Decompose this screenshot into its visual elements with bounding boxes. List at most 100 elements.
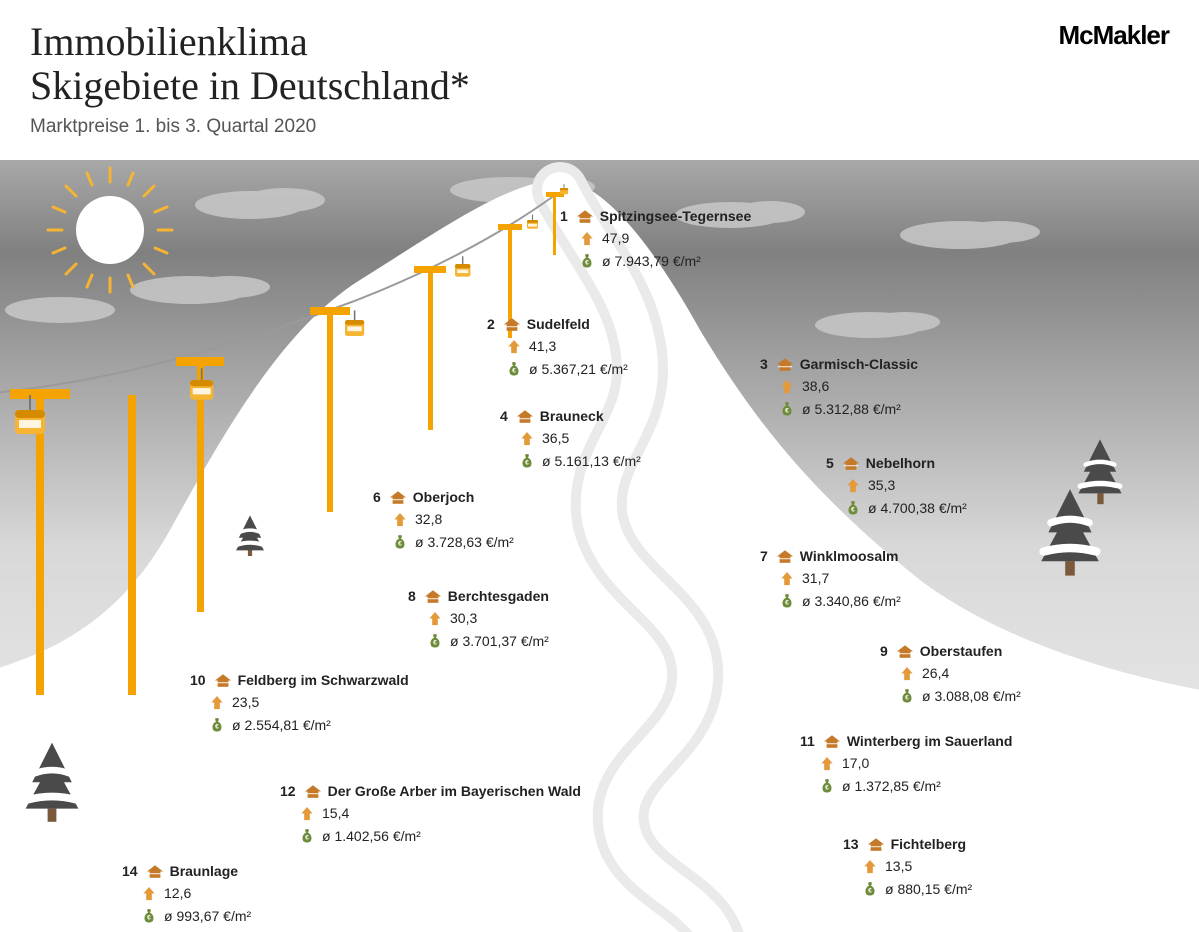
- ski-area-entry: 3 Garmisch-Classic 38,6 € ø 5.312,88 €/m…: [760, 353, 918, 420]
- house-icon: [896, 644, 914, 659]
- entry-name: Braunlage: [170, 860, 238, 882]
- entry-score: 13,5: [885, 855, 912, 877]
- entry-name: Fichtelberg: [891, 833, 966, 855]
- entry-score: 41,3: [529, 335, 556, 357]
- entry-score: 32,8: [415, 508, 442, 530]
- house-icon: [867, 837, 885, 852]
- entry-price: ø 3.088,08 €/m²: [922, 685, 1021, 707]
- entry-price: ø 3.340,86 €/m²: [802, 590, 901, 612]
- svg-text:€: €: [512, 368, 516, 375]
- entry-name: Winklmoosalm: [800, 545, 899, 567]
- entry-price: ø 1.372,85 €/m²: [842, 775, 941, 797]
- house-icon: [389, 490, 407, 505]
- money-bag-icon: €: [426, 633, 444, 648]
- page-title-line2: Skigebiete in Deutschland*: [30, 64, 470, 108]
- entry-price: ø 5.367,21 €/m²: [529, 358, 628, 380]
- entry-name: Der Große Arber im Bayerischen Wald: [328, 780, 581, 802]
- ski-area-entry: 4 Brauneck 36,5 € ø 5.161,13 €/m²: [500, 405, 641, 472]
- score-arrow-icon: [426, 611, 444, 626]
- score-arrow-icon: [505, 339, 523, 354]
- entry-rank: 1: [560, 205, 568, 227]
- money-bag-icon: €: [861, 881, 879, 896]
- money-bag-icon: €: [208, 717, 226, 732]
- entry-score: 17,0: [842, 752, 869, 774]
- infographic-canvas: 1 Spitzingsee-Tegernsee 47,9 € ø 7.943,7…: [0, 160, 1199, 932]
- entry-rank: 14: [122, 860, 138, 882]
- score-arrow-icon: [298, 806, 316, 821]
- entry-name: Feldberg im Schwarzwald: [238, 669, 409, 691]
- house-icon: [842, 456, 860, 471]
- house-icon: [424, 589, 442, 604]
- score-arrow-icon: [844, 478, 862, 493]
- money-bag-icon: €: [818, 778, 836, 793]
- score-arrow-icon: [818, 756, 836, 771]
- house-icon: [503, 317, 521, 332]
- entry-name: Oberjoch: [413, 486, 474, 508]
- score-arrow-icon: [778, 571, 796, 586]
- house-icon: [516, 409, 534, 424]
- svg-text:€: €: [433, 640, 437, 647]
- entry-name: Spitzingsee-Tegernsee: [600, 205, 751, 227]
- svg-text:€: €: [785, 408, 789, 415]
- entry-name: Oberstaufen: [920, 640, 1002, 662]
- score-arrow-icon: [140, 886, 158, 901]
- score-arrow-icon: [778, 379, 796, 394]
- house-icon: [823, 734, 841, 749]
- entry-score: 23,5: [232, 691, 259, 713]
- ski-area-entry: 12 Der Große Arber im Bayerischen Wald 1…: [280, 780, 581, 847]
- ski-area-entry: 9 Oberstaufen 26,4 € ø 3.088,08 €/m²: [880, 640, 1021, 707]
- entry-score: 15,4: [322, 802, 349, 824]
- entry-price: ø 5.312,88 €/m²: [802, 398, 901, 420]
- ski-area-entry: 5 Nebelhorn 35,3 € ø 4.700,38 €/m²: [826, 452, 967, 519]
- score-arrow-icon: [518, 431, 536, 446]
- entry-rank: 13: [843, 833, 859, 855]
- entry-rank: 11: [800, 730, 815, 752]
- entry-score: 30,3: [450, 607, 477, 629]
- house-icon: [214, 673, 232, 688]
- ski-area-entry: 2 Sudelfeld 41,3 € ø 5.367,21 €/m²: [487, 313, 628, 380]
- ski-area-entry: 13 Fichtelberg 13,5 € ø 880,15 €/m²: [843, 833, 972, 900]
- house-icon: [776, 549, 794, 564]
- svg-text:€: €: [851, 507, 855, 514]
- money-bag-icon: €: [898, 688, 916, 703]
- entry-score: 36,5: [542, 427, 569, 449]
- entry-name: Brauneck: [540, 405, 604, 427]
- entry-price: ø 5.161,13 €/m²: [542, 450, 641, 472]
- score-arrow-icon: [208, 695, 226, 710]
- money-bag-icon: €: [298, 828, 316, 843]
- entry-rank: 6: [373, 486, 381, 508]
- svg-text:€: €: [305, 835, 309, 842]
- money-bag-icon: €: [505, 361, 523, 376]
- entry-score: 35,3: [868, 474, 895, 496]
- entry-rank: 5: [826, 452, 834, 474]
- house-icon: [576, 209, 594, 224]
- page-title-line1: Immobilienklima: [30, 20, 470, 64]
- entry-rank: 3: [760, 353, 768, 375]
- entry-rank: 9: [880, 640, 888, 662]
- score-arrow-icon: [861, 859, 879, 874]
- money-bag-icon: €: [140, 908, 158, 923]
- house-icon: [304, 784, 322, 799]
- score-arrow-icon: [391, 512, 409, 527]
- svg-text:€: €: [398, 541, 402, 548]
- entry-name: Nebelhorn: [866, 452, 935, 474]
- entry-score: 26,4: [922, 662, 949, 684]
- entry-rank: 8: [408, 585, 416, 607]
- ski-area-entry: 1 Spitzingsee-Tegernsee 47,9 € ø 7.943,7…: [560, 205, 751, 272]
- ski-area-entry: 8 Berchtesgaden 30,3 € ø 3.701,37 €/m²: [408, 585, 549, 652]
- money-bag-icon: €: [778, 401, 796, 416]
- svg-text:€: €: [147, 915, 151, 922]
- entry-name: Winterberg im Sauerland: [847, 730, 1013, 752]
- entry-rank: 10: [190, 669, 206, 691]
- svg-text:€: €: [825, 785, 829, 792]
- entry-price: ø 3.701,37 €/m²: [450, 630, 549, 652]
- page-subtitle: Marktpreise 1. bis 3. Quartal 2020: [30, 116, 470, 138]
- money-bag-icon: €: [518, 453, 536, 468]
- ski-area-entry: 7 Winklmoosalm 31,7 € ø 3.340,86 €/m²: [760, 545, 901, 612]
- house-icon: [776, 357, 794, 372]
- money-bag-icon: €: [578, 253, 596, 268]
- ski-area-entry: 11 Winterberg im Sauerland 17,0 € ø 1.37…: [800, 730, 1012, 797]
- scene-illustration: [0, 160, 1199, 932]
- brand-logo: McMakler: [1059, 20, 1170, 51]
- entry-score: 31,7: [802, 567, 829, 589]
